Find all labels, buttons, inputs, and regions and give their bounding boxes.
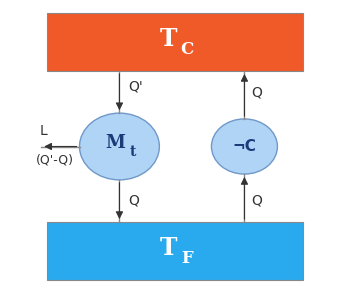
Text: M: M <box>105 134 125 152</box>
Text: L: L <box>40 124 47 137</box>
Circle shape <box>211 119 278 174</box>
Circle shape <box>79 113 159 180</box>
Text: T: T <box>159 27 177 51</box>
Text: Q': Q' <box>128 79 143 93</box>
Text: Q: Q <box>128 194 139 208</box>
Text: (Q'-Q): (Q'-Q) <box>36 153 74 166</box>
Text: Q: Q <box>251 85 262 99</box>
Text: C: C <box>181 41 194 58</box>
Text: F: F <box>181 250 193 267</box>
Text: T: T <box>159 236 177 260</box>
FancyBboxPatch shape <box>47 13 303 71</box>
Text: ¬C: ¬C <box>232 139 257 154</box>
FancyBboxPatch shape <box>47 222 303 280</box>
Text: t: t <box>130 145 136 159</box>
Text: Q: Q <box>251 194 262 208</box>
